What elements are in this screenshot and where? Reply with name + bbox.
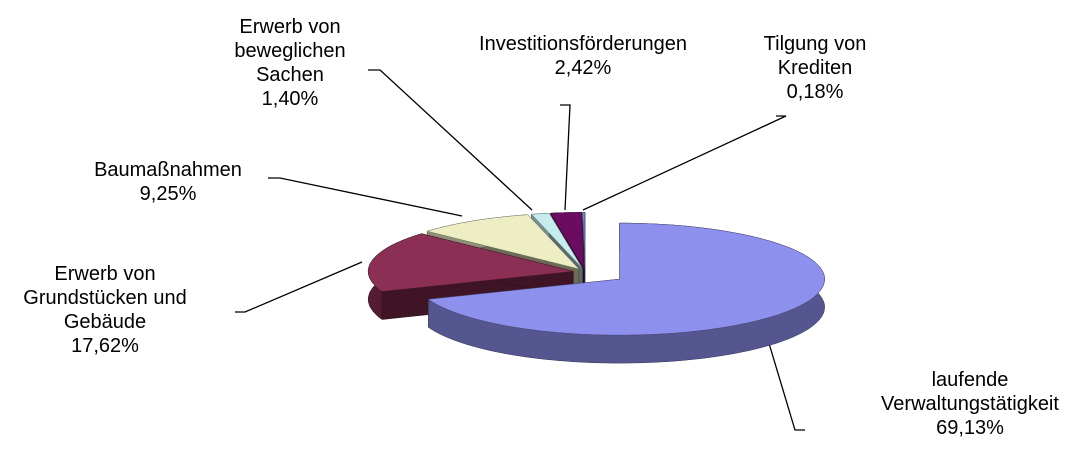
leader-line (368, 69, 533, 211)
slice-label: Erwerb von beweglichen Sachen 1,40% (234, 15, 345, 111)
leader-line (560, 104, 571, 211)
category-name: Investitionsförderungen (479, 33, 687, 55)
category-name: Erwerb von Grundstücken und Gebäude (23, 263, 187, 333)
slice-top (426, 214, 580, 270)
category-name: Baumaßnahmen (94, 159, 242, 181)
leader-lines (235, 69, 805, 431)
value-label: 2,42% (554, 57, 612, 79)
slice-top (367, 233, 574, 292)
leader-line (235, 261, 363, 313)
category-name: laufende Verwaltungstätigkeit (881, 369, 1059, 415)
leader-line (767, 339, 805, 431)
slice-top (530, 212, 583, 269)
slice-label: Erwerb von Grundstücken und Gebäude 17,62… (23, 262, 186, 358)
slice-top (427, 222, 825, 336)
slice-top (550, 212, 585, 269)
category-name: Tilgung von Krediten (763, 33, 867, 79)
slice-label: laufende Verwaltungstätigkeit 69,13% (881, 368, 1059, 440)
value-label: 0,18% (786, 81, 844, 103)
pie-slice (582, 212, 586, 297)
value-label: 69,13% (936, 417, 1004, 439)
slice-top (582, 212, 586, 269)
value-label: 9,25% (139, 183, 197, 205)
category-name: Erwerb von beweglichen Sachen (234, 16, 346, 86)
leader-line (268, 177, 463, 217)
leader-line (582, 115, 787, 211)
slice-label: Tilgung von Krediten 0,18% (764, 32, 867, 104)
slice-label: Investitionsförderungen 2,42% (479, 32, 687, 80)
slice-label: Baumaßnahmen 9,25% (94, 158, 242, 206)
pie-slice (427, 222, 825, 364)
value-label: 17,62% (71, 335, 139, 357)
value-label: 1,40% (261, 88, 319, 110)
